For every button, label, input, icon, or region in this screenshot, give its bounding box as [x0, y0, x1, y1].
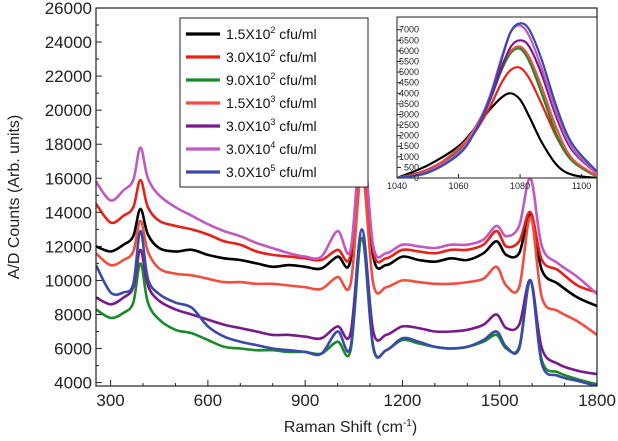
y-tick-label: 8000 — [54, 305, 92, 324]
inset-y-tick-label: 7000 — [399, 25, 419, 35]
series-line-5 — [96, 228, 597, 376]
x-tick-label: 300 — [96, 391, 124, 410]
inset-y-tick-label: 3500 — [399, 99, 419, 109]
inset-y-tick-label: 6500 — [399, 35, 419, 45]
y-tick-label: 20000 — [45, 101, 92, 120]
x-tick-label: 1200 — [384, 391, 422, 410]
inset-y-tick-label: 5500 — [399, 56, 419, 66]
x-axis-label-text: Raman Shift (cm — [284, 419, 403, 436]
series-line-1 — [96, 139, 597, 308]
series-line-7 — [96, 228, 597, 386]
y-tick-label: 4000 — [54, 374, 92, 393]
inset-y-tick-label: 2000 — [399, 131, 419, 141]
y-tick-label: 10000 — [45, 271, 92, 290]
y-tick-label: 14000 — [45, 203, 92, 222]
x-axis-label-close: ) — [412, 419, 417, 436]
inset-series-line-7 — [397, 22, 597, 178]
legend-label-6: 3.0X104 cfu/ml — [226, 140, 317, 157]
inset-y-tick-label: 2500 — [399, 120, 419, 130]
y-tick-label: 18000 — [45, 135, 92, 154]
legend-label-7: 3.0X105 cfu/ml — [226, 163, 317, 180]
series-group — [96, 134, 597, 386]
y-tick-label: 16000 — [45, 169, 92, 188]
legend: 1.5X102 cfu/ml 3.0X102 cfu/ml 9.0X102 cfu/… — [179, 17, 369, 188]
legend-label-5: 3.0X103 cfu/ml — [226, 117, 317, 134]
legend-label-3: 9.0X102 cfu/ml — [226, 71, 317, 88]
x-tick-label: 1800 — [578, 391, 616, 410]
inset-series-group — [397, 22, 597, 178]
inset-y-tick-label: 500 — [404, 162, 419, 172]
series-line-2 — [96, 142, 597, 294]
inset-plot: 1040 1060 1080 1100 050010001500200025003000… — [387, 16, 598, 191]
inset-y-tick-label: 5000 — [399, 67, 419, 77]
main-plot: 300 600 900 1200 1500 18004000600080001000012… — [45, 0, 616, 410]
inset-y-tick-label: 3000 — [399, 109, 419, 119]
inset-y-tick-label: 1000 — [399, 152, 419, 162]
legend-label-4: 1.5X103 cfu/ml — [226, 94, 317, 111]
legend-label-2: 3.0X102 cfu/ml — [226, 48, 317, 65]
inset-series-line-1 — [397, 92, 597, 178]
inset-y-tick-label: 0 — [414, 173, 419, 183]
inset-y-tick-label: 4000 — [399, 88, 419, 98]
inset-x-tick-label: 1060 — [449, 181, 469, 191]
inset-x-tick-label: 1040 — [387, 181, 407, 191]
x-tick-label: 1500 — [481, 391, 519, 410]
inset-x-tick-label: 1080 — [510, 181, 530, 191]
inset-y-tick-label: 1500 — [399, 141, 419, 151]
inset-y-tick-label: 6000 — [399, 46, 419, 56]
y-tick-label: 12000 — [45, 237, 92, 256]
x-axis-label-sup: -1 — [403, 418, 412, 429]
inset-x-tick-label: 1100 — [572, 181, 591, 191]
inset-y-tick-label: 4500 — [399, 78, 419, 88]
plot-frame — [95, 7, 598, 387]
inset-series-line-4 — [397, 45, 597, 178]
x-tick-label: 600 — [194, 391, 222, 410]
legend-label-1: 1.5X102 cfu/ml — [226, 25, 317, 42]
y-tick-label: 26000 — [45, 0, 92, 18]
y-tick-label: 6000 — [54, 340, 92, 359]
y-tick-label: 24000 — [45, 33, 92, 52]
x-tick-label: 900 — [291, 391, 319, 410]
series-line-6 — [96, 134, 597, 296]
inset-series-line-3 — [397, 47, 597, 178]
y-axis-label: A/D Counts (Arb. units) — [6, 115, 23, 280]
x-axis-label: Raman Shift (cm-1) — [284, 418, 417, 436]
y-tick-label: 22000 — [45, 67, 92, 86]
series-line-4 — [96, 171, 597, 336]
